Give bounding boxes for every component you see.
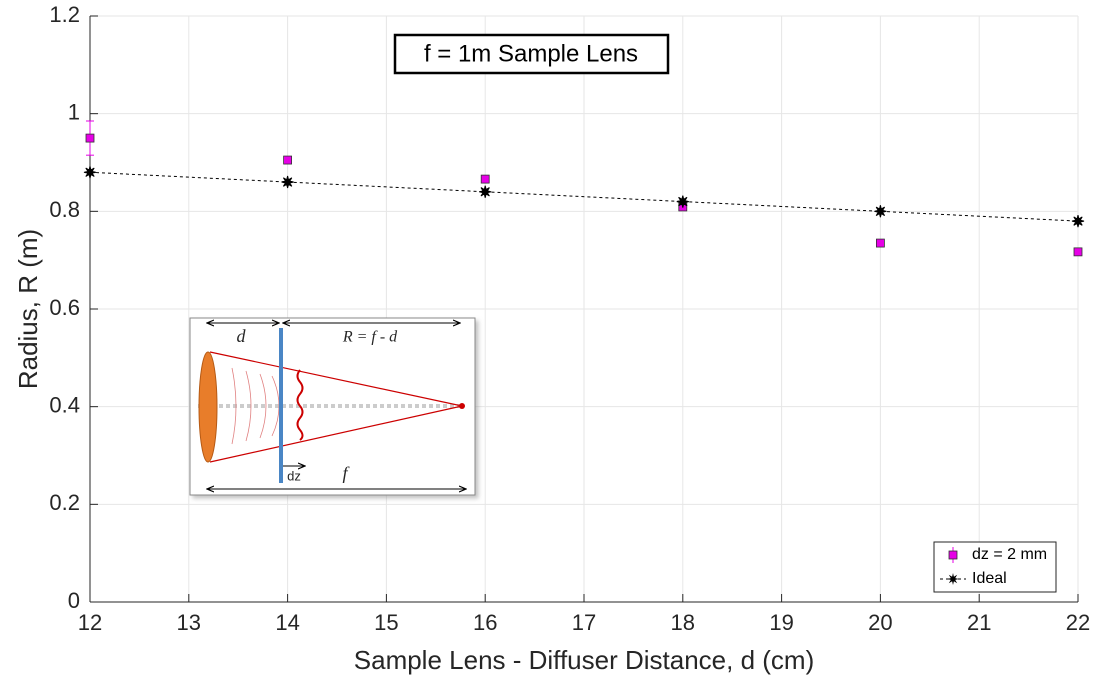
y-axis-label: Radius, R (m) [13,229,43,389]
ideal-line [89,171,1079,222]
y-tick-label: 0.8 [49,197,80,222]
focus [459,403,465,409]
x-tick-label: 20 [868,610,892,635]
star-marker [1071,214,1085,228]
square-marker [876,238,885,248]
inset-diagram: d R = f - d dz f [189,317,476,496]
square-marker [85,133,95,143]
x-tick-label: 19 [769,610,793,635]
x-tick-label: 16 [473,610,497,635]
legend-marker [947,573,959,585]
wavefronts [231,367,280,445]
y-tick-label: 0.2 [49,490,80,515]
wavefront [296,369,304,441]
y-tick-label: 0.4 [49,392,80,417]
chart-title: f = 1m Sample Lens [424,40,638,67]
legend-marker [948,550,958,560]
inset-label: dz [287,468,301,483]
x-tick-label: 21 [967,610,991,635]
inset-label: d [237,326,247,346]
x-tick-label: 12 [78,610,102,635]
x-tick-label: 15 [374,610,398,635]
star-marker [479,185,492,198]
legend-label: Ideal [972,570,1007,587]
star-marker [676,195,689,208]
square-marker [480,174,490,184]
star-marker [83,166,97,179]
y-tick-label: 0.6 [49,295,80,320]
x-axis-label: Sample Lens - Diffuser Distance, d (cm) [354,645,814,675]
lens [198,351,218,463]
star-marker [874,205,887,218]
x-tick-label: 17 [572,610,596,635]
title-box [393,33,670,75]
ray [209,351,463,407]
star-marker [281,175,294,189]
inset-label: f [342,463,350,483]
y-tick-label: 0 [68,588,80,613]
legend-box [933,541,1057,593]
legend-label: dz = 2 mm [972,546,1047,563]
legend: dz = 2 mm Ideal [933,541,1057,593]
x-tick-label: 14 [275,610,299,635]
x-tick-label: 18 [671,610,695,635]
grid [89,15,1079,603]
ray [209,405,463,463]
inset-label: R = f - d [342,329,398,346]
square-marker [283,155,293,165]
x-tick-label: 22 [1066,610,1090,635]
y-tick-label: 1.2 [49,2,80,27]
x-tick-label: 13 [177,610,201,635]
y-tick-label: 1 [68,99,80,124]
square-marker [1073,247,1083,257]
